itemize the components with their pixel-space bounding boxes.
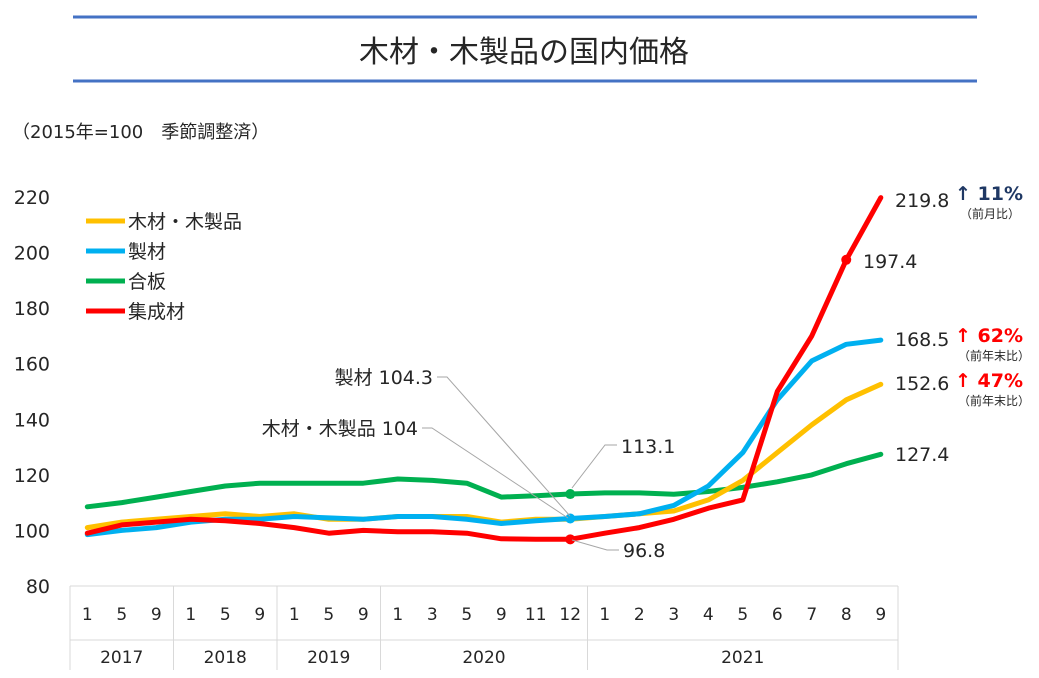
data-marker [841, 254, 852, 265]
x-tick-label: 3 [427, 605, 438, 625]
callout-leader-lumber [437, 376, 571, 517]
x-tick-label: 6 [772, 605, 783, 625]
change-ytd-lumber-note: （前年末比） [958, 348, 1030, 363]
x-tick-label: 8 [841, 605, 852, 625]
change-ytd-wood: ↑ 47% [955, 370, 1023, 392]
data-marker [565, 489, 576, 500]
data-marker [565, 513, 576, 524]
year-label: 2021 [721, 648, 764, 668]
legend-label-wood: 木材・木製品 [128, 211, 242, 233]
callout-wood: 木材・木製品 104 [262, 418, 418, 440]
year-label: 2018 [204, 648, 247, 668]
callout-leader-plywood [571, 444, 617, 489]
data-marker [565, 534, 576, 545]
change-indicators: ↑ 11% （前月比） ↑ 62% （前年末比） ↑ 47% （前年末比） [955, 183, 1030, 408]
unit-note: （2015年=100 季節調整済） [12, 122, 269, 143]
change-ytd-wood-note: （前年末比） [958, 393, 1030, 408]
x-tick-label: 3 [668, 605, 679, 625]
x-tick-label: 7 [806, 605, 817, 625]
year-label: 2017 [100, 648, 143, 668]
series-line-3 [84, 195, 884, 542]
x-tick-label: 5 [220, 605, 231, 625]
legend: 木材・木製品 製材 合板 集成材 [86, 211, 242, 323]
chart-title: 木材・木製品の国内価格 [359, 35, 689, 70]
change-mom-glulam: ↑ 11% [955, 183, 1023, 205]
end-label-wood: 152.6 [895, 373, 949, 395]
x-tick-label: 1 [392, 605, 403, 625]
end-label-glulam: 219.8 [895, 190, 949, 212]
end-labels: 219.8 197.4 168.5 152.6 127.4 [863, 190, 949, 466]
x-tick-label: 1 [82, 605, 93, 625]
x-tick-label: 5 [461, 605, 472, 625]
y-tick-label: 80 [26, 576, 50, 598]
x-tick-label: 5 [737, 605, 748, 625]
y-tick-label: 200 [14, 243, 50, 265]
legend-label-glulam: 集成材 [128, 301, 185, 323]
series-layer [84, 195, 884, 545]
y-tick-label: 140 [14, 409, 50, 431]
series-line-0 [84, 381, 884, 531]
callout-glulam: 96.8 [623, 540, 665, 562]
change-ytd-lumber: ↑ 62% [955, 325, 1023, 347]
x-tick-label: 1 [289, 605, 300, 625]
x-tick-label: 1 [185, 605, 196, 625]
callout-leader-wood [422, 427, 569, 519]
end-label-plywood: 127.4 [895, 444, 949, 466]
x-tick-label: 5 [323, 605, 334, 625]
x-tick-label: 9 [254, 605, 265, 625]
x-tick-label: 12 [559, 605, 581, 625]
x-tick-label: 11 [525, 605, 547, 625]
y-tick-label: 100 [14, 520, 50, 542]
x-tick-label: 9 [151, 605, 162, 625]
callouts: 製材 104.3 木材・木製品 104 113.1 96.8 [262, 367, 676, 562]
callout-plywood: 113.1 [621, 436, 675, 458]
x-tick-label: 1 [599, 605, 610, 625]
y-tick-label: 120 [14, 465, 50, 487]
legend-label-lumber: 製材 [128, 241, 166, 263]
y-tick-label: 220 [14, 187, 50, 209]
x-tick-label: 5 [116, 605, 127, 625]
x-tick-label: 9 [496, 605, 507, 625]
x-tick-label: 9 [875, 605, 886, 625]
x-tick-label: 2 [634, 605, 645, 625]
end-label-lumber: 168.5 [895, 329, 949, 351]
year-label: 2019 [307, 648, 350, 668]
x-tick-label: 9 [358, 605, 369, 625]
y-tick-label: 160 [14, 354, 50, 376]
x-tick-label: 4 [703, 605, 714, 625]
legend-label-plywood: 合板 [128, 271, 166, 293]
end-label-glulam-aug: 197.4 [863, 251, 917, 273]
y-tick-label: 180 [14, 298, 50, 320]
callout-lumber: 製材 104.3 [335, 367, 433, 389]
year-label: 2020 [462, 648, 505, 668]
callout-leader-glulam [571, 539, 619, 551]
change-mom-glulam-note: （前月比） [960, 206, 1020, 221]
